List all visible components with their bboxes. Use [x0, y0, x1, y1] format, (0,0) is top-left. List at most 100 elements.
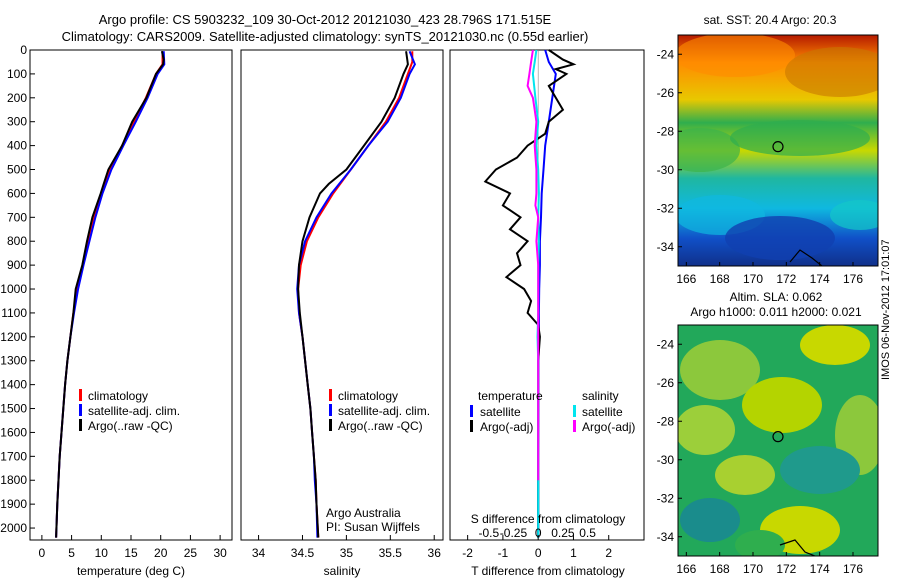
depth-tick-label: 600 — [7, 186, 27, 200]
map-y-tick-label: -24 — [657, 47, 675, 61]
legend-swatch — [79, 389, 82, 401]
x-tick-label: 1 — [570, 546, 577, 560]
legend-label: climatology — [88, 389, 148, 403]
depth-tick-label: 900 — [7, 258, 27, 272]
legend-label: Argo(..raw -QC) — [338, 419, 423, 433]
s-tick-label: 0 — [535, 526, 542, 540]
sst-map-frame — [677, 34, 879, 267]
map-x-tick-label: 172 — [776, 562, 796, 576]
legend-label: Argo(-adj) — [480, 420, 533, 434]
salinity-x-label: salinity — [324, 564, 361, 578]
difference-salinity-argo-adj--line — [526, 49, 540, 481]
x-tick-label: -2 — [462, 546, 473, 560]
salinity-profile-panel: 34 34.5 35 35.5 36 salinity climatologysatel… — [240, 49, 444, 578]
legend-swatch — [470, 420, 473, 432]
map-x-tick-label: 166 — [676, 272, 696, 286]
depth-tick-label: 2000 — [0, 521, 27, 535]
sst-map-title: sat. SST: 20.4 Argo: 20.3 — [704, 13, 837, 27]
sla-map-title-1: Altim. SLA: 0.062 — [730, 290, 823, 304]
depth-tick-label: 300 — [7, 115, 27, 129]
x-tick-label: 25 — [184, 546, 198, 560]
salinity-argo-raw-qc--line — [297, 51, 409, 538]
map-y-tick-label: -28 — [657, 124, 675, 138]
x-tick-label: 10 — [95, 546, 109, 560]
depth-axis: 0 100 200 300 400 500 600 700 800 900 1000 1100 1200… — [0, 43, 35, 535]
s-tick-label: -0.25 — [500, 526, 528, 540]
map-y-tick-label: -24 — [657, 337, 675, 351]
x-tick-label: 5 — [68, 546, 75, 560]
sla-argo-location-marker — [772, 431, 784, 443]
legend-label: climatology — [338, 389, 398, 403]
legend-swatch — [470, 405, 473, 417]
depth-tick-label: 800 — [7, 234, 27, 248]
argo-australia-label: Argo Australia — [326, 506, 401, 520]
x-tick-label: 15 — [124, 546, 138, 560]
depth-tick-label: 1400 — [0, 378, 27, 392]
difference-profile-panel: -2 -1 0 1 2 -0.5 -0.25 0 0.25 0.5 S difference fr… — [449, 49, 645, 578]
legend-swatch — [573, 420, 576, 432]
depth-tick-label: 400 — [7, 139, 27, 153]
legend-header-temperature: temperature — [478, 389, 543, 403]
map-x-tick-label: 170 — [743, 272, 763, 286]
legend-swatch — [329, 419, 332, 431]
x-tick-label: 34 — [252, 546, 266, 560]
legend-label: satellite-adj. clim. — [88, 404, 180, 418]
imos-timestamp: IMOS 06-Nov-2012 17:01:07 — [880, 239, 892, 380]
map-y-tick-label: -32 — [657, 491, 675, 505]
map-x-tick-label: 172 — [776, 272, 796, 286]
map-y-tick-label: -32 — [657, 201, 675, 215]
x-tick-label: 0 — [39, 546, 46, 560]
salinity-plot-frame — [240, 49, 444, 541]
depth-tick-label: 0 — [20, 43, 27, 57]
difference-plot-frame — [449, 49, 645, 541]
sla-map-panel: Altim. SLA: 0.062 Argo h1000: 0.011 h200… — [657, 290, 879, 576]
legend-swatch — [329, 389, 332, 401]
sla-map-frame — [677, 324, 879, 557]
legend-swatch — [573, 405, 576, 417]
x-tick-label: 20 — [154, 546, 168, 560]
t-difference-label: T difference from climatology — [471, 564, 625, 578]
depth-tick-label: 1800 — [0, 473, 27, 487]
map-y-tick-label: -30 — [657, 453, 675, 467]
legend-label: satellite — [582, 405, 623, 419]
map-x-tick-label: 166 — [676, 562, 696, 576]
legend-header-salinity: salinity — [582, 389, 619, 403]
map-x-tick-label: 174 — [810, 272, 830, 286]
map-y-tick-label: -30 — [657, 163, 675, 177]
map-x-tick-label: 168 — [710, 272, 730, 286]
temperature-profile-panel: 0 5 10 15 20 25 30 temperature (deg C) climato… — [29, 49, 233, 578]
depth-tick-label: 1700 — [0, 449, 27, 463]
sla-map-title-2: Argo h1000: 0.011 h2000: 0.021 — [690, 305, 862, 319]
depth-tick-label: 1000 — [0, 282, 27, 296]
depth-tick-label: 1300 — [0, 354, 27, 368]
map-x-tick-label: 170 — [743, 562, 763, 576]
legend-label: satellite — [480, 405, 521, 419]
x-tick-label: 2 — [605, 546, 612, 560]
depth-tick-label: 200 — [7, 91, 27, 105]
x-tick-label: 30 — [213, 546, 227, 560]
depth-tick-label: 100 — [7, 67, 27, 81]
map-y-tick-label: -28 — [657, 414, 675, 428]
x-tick-label: 34.5 — [291, 546, 315, 560]
depth-tick-label: 1200 — [0, 330, 27, 344]
pi-label: PI: Susan Wijffels — [326, 520, 420, 534]
map-y-tick-label: -26 — [657, 376, 675, 390]
legend-label: Argo(..raw -QC) — [88, 419, 173, 433]
s-difference-label: S difference from climatology — [471, 512, 626, 526]
x-tick-label: 35.5 — [379, 546, 403, 560]
figure-title-line-2: Climatology: CARS2009. Satellite-adjuste… — [61, 29, 589, 44]
x-tick-label: -1 — [498, 546, 509, 560]
legend-label: Argo(-adj) — [582, 420, 635, 434]
legend-swatch — [79, 404, 82, 416]
sst-argo-location-marker — [772, 141, 784, 153]
map-y-tick-label: -26 — [657, 86, 675, 100]
depth-tick-label: 500 — [7, 163, 27, 177]
map-x-tick-label: 176 — [843, 562, 863, 576]
s-tick-label: -0.5 — [478, 526, 499, 540]
map-y-tick-label: -34 — [657, 240, 675, 254]
sst-map-panel: sat. SST: 20.4 Argo: 20.3 166 168 170 172 17… — [657, 13, 879, 286]
legend-swatch — [79, 419, 82, 431]
map-x-tick-label: 174 — [810, 562, 830, 576]
depth-tick-label: 700 — [7, 210, 27, 224]
s-tick-label: 0.5 — [579, 526, 596, 540]
